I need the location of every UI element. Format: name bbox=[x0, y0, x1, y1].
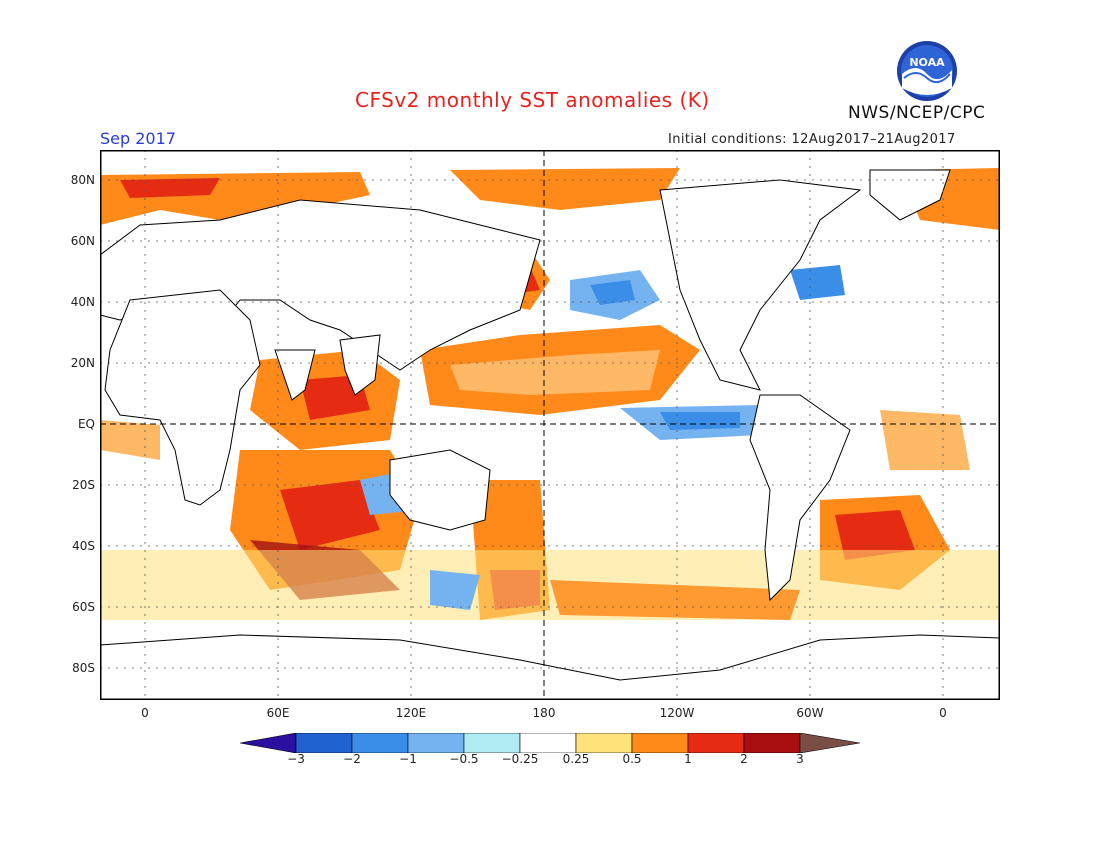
lon-label-0: 0 bbox=[141, 706, 149, 720]
lat-label-60n: 60N bbox=[70, 234, 95, 248]
colorbar-min-arrow bbox=[240, 733, 297, 753]
lat-label-40s: 40S bbox=[72, 539, 95, 553]
lon-label-120w: 120W bbox=[659, 706, 695, 720]
colorbar-bin bbox=[743, 733, 801, 753]
colorbar-tick: 0.5 bbox=[622, 752, 642, 766]
noaa-logo: NOAA bbox=[897, 41, 957, 101]
lat-label-80s: 80S bbox=[72, 661, 95, 675]
lon-label-120e: 120E bbox=[395, 706, 427, 720]
lat-label-40n: 40N bbox=[70, 295, 95, 309]
colorbar-bin bbox=[519, 733, 577, 753]
colorbar-bin bbox=[463, 733, 521, 753]
lat-label-80n: 80N bbox=[70, 173, 95, 187]
lat-label-60s: 60S bbox=[72, 600, 95, 614]
sst-anomaly-map bbox=[100, 150, 1000, 700]
colorbar-tick: −2 bbox=[343, 752, 361, 766]
colorbar-bin bbox=[295, 733, 353, 753]
continents bbox=[100, 169, 1000, 700]
agency-label: NWS/NCEP/CPC bbox=[848, 103, 986, 123]
logo-text: NOAA bbox=[909, 56, 945, 69]
colorbar-tick: 2 bbox=[740, 752, 748, 766]
valid-month: Sep 2017 bbox=[100, 129, 176, 148]
colorbar-bin bbox=[575, 733, 633, 753]
colorbar-bin bbox=[631, 733, 689, 753]
lon-label-60w: 60W bbox=[796, 706, 824, 720]
colorbar-tick: 1 bbox=[684, 752, 692, 766]
colorbar-tick: −0.25 bbox=[501, 752, 539, 766]
lon-label-180: 180 bbox=[532, 706, 556, 720]
chart-title: CFSv2 monthly SST anomalies (K) bbox=[355, 88, 710, 112]
colorbar-tick: −0.5 bbox=[449, 752, 479, 766]
colorbar-tick: 3 bbox=[796, 752, 804, 766]
lon-label-0-east: 0 bbox=[939, 706, 947, 720]
lat-label-eq: EQ bbox=[77, 417, 95, 431]
colorbar bbox=[240, 733, 860, 753]
colorbar-tick: −1 bbox=[399, 752, 417, 766]
colorbar-tick: 0.25 bbox=[562, 752, 590, 766]
lon-label-60e: 60E bbox=[266, 706, 290, 720]
initial-conditions: Initial conditions: 12Aug2017–21Aug2017 bbox=[668, 132, 956, 147]
lat-label-20s: 20S bbox=[72, 478, 95, 492]
lat-label-20n: 20N bbox=[70, 356, 95, 370]
colorbar-bin bbox=[687, 733, 745, 753]
colorbar-bin bbox=[407, 733, 465, 753]
gridlines bbox=[100, 150, 1000, 700]
colorbar-tick: −3 bbox=[287, 752, 305, 766]
colorbar-bin bbox=[351, 733, 409, 753]
colorbar-max-arrow bbox=[799, 733, 860, 753]
